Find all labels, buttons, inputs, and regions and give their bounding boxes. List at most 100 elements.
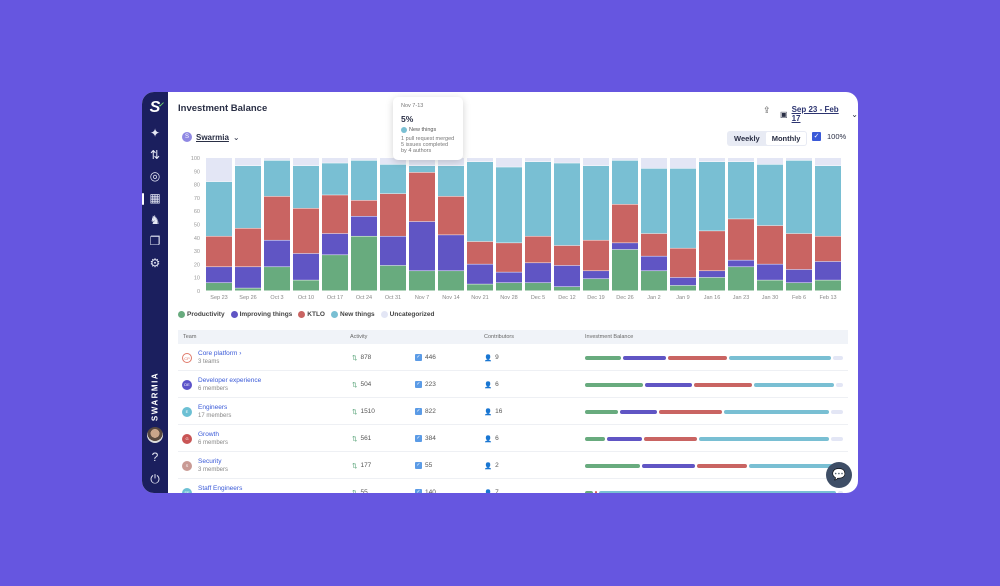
header-investment-balance: Investment Balance — [585, 334, 634, 340]
team-name-link[interactable]: Core platform › — [198, 350, 241, 357]
legend-label: New things — [340, 311, 375, 318]
bar-segment-new-things — [815, 165, 841, 236]
balance-segment — [585, 383, 643, 387]
investment-icon[interactable]: ▦ — [149, 191, 161, 205]
x-tick-label: Jan 16 — [704, 295, 721, 301]
table-row[interactable]: E Engineers 17 members ⇅ 1510 ✓ 822 👤 16 — [178, 398, 848, 425]
bar-segment-productivity — [409, 271, 435, 291]
bar-segment-ktlo — [699, 231, 725, 271]
bar-segment-improving-things — [525, 263, 551, 283]
bar-segment-productivity — [583, 279, 609, 291]
balance-segment — [753, 383, 834, 387]
legend-item[interactable]: Productivity — [178, 311, 225, 318]
checkbox-checked[interactable]: ✓ — [812, 132, 821, 141]
x-tick-label: Oct 31 — [385, 295, 401, 301]
investment-chart: 0 10 20 30 40 50 60 70 80 90 100 Sep 23 Sep 26 Oct 3 O… — [191, 156, 841, 301]
table-row[interactable]: G Growth 6 members ⇅ 561 ✓ 384 👤 6 — [178, 425, 848, 452]
weekly-button[interactable]: Weekly — [728, 132, 766, 145]
balance-segment — [668, 356, 727, 360]
y-tick-label: 90 — [194, 169, 200, 175]
team-avatar: E — [182, 407, 192, 417]
bar-segment-ktlo — [322, 195, 348, 234]
contributors: 👤 6 — [484, 435, 499, 443]
legend-swatch — [331, 311, 338, 318]
issue-count: 446 — [425, 354, 436, 361]
bar-segment-productivity — [728, 267, 754, 291]
team-avatar: CP — [182, 353, 192, 363]
insights-icon[interactable]: ✦ — [149, 126, 161, 140]
date-range-label: Sep 23 - Feb 17 — [791, 105, 839, 123]
issues: ✓ 223 — [415, 381, 436, 388]
contributor-count: 6 — [495, 381, 499, 388]
bar-segment-new-things — [554, 163, 580, 246]
x-tick-label: Sep 23 — [210, 295, 227, 301]
legend-item[interactable]: New things — [331, 311, 375, 318]
chat-icon: 💬 — [832, 469, 846, 481]
gear-icon[interactable]: ⚙ — [149, 256, 161, 270]
y-tick-label: 0 — [197, 289, 200, 295]
logout-icon[interactable]: ⏻ — [150, 472, 160, 486]
chat-button[interactable]: 💬 — [826, 462, 852, 488]
team-name-link[interactable]: Security — [198, 458, 221, 465]
issue-checkbox-icon: ✓ — [415, 408, 422, 415]
table-row[interactable]: CP Core platform › 3 teams ⇅ 878 ✓ 446 👤 9 — [178, 344, 848, 371]
balance-segment — [830, 410, 843, 414]
swarmia-logo[interactable]: S ✓ — [149, 99, 164, 116]
legend-item[interactable]: Uncategorized — [380, 311, 434, 318]
x-tick-label: Dec 19 — [587, 295, 604, 301]
monthly-button[interactable]: Monthly — [765, 132, 807, 145]
bar-segment-uncategorized — [380, 158, 406, 165]
pull-request-icon: ⇅ — [352, 463, 358, 470]
x-tick-label: Jan 9 — [676, 295, 689, 301]
y-tick-label: 30 — [194, 249, 200, 255]
table-row[interactable]: S Security 3 members ⇅ 177 ✓ 55 👤 2 — [178, 452, 848, 479]
legend-item[interactable]: KTLO — [298, 311, 325, 318]
pull-request-icon[interactable]: ⇅ — [149, 148, 161, 162]
bar-segment-new-things — [409, 165, 435, 173]
balance-segment — [599, 491, 836, 493]
bar-segment-uncategorized — [728, 158, 754, 162]
team-selector[interactable]: S Swarmia ⌄ — [182, 132, 240, 142]
date-range-picker[interactable]: ▣ Sep 23 - Feb 17 ⌄ — [780, 105, 858, 123]
team-name-link[interactable]: Growth — [198, 431, 219, 438]
target-icon[interactable]: ◎ — [149, 169, 161, 183]
bar-segment-productivity — [496, 283, 522, 291]
team-name-link[interactable]: Developer experience — [198, 377, 261, 384]
tooltip-line: 1 pull request merged — [401, 136, 455, 142]
pull-requests: ⇅ 878 — [352, 354, 371, 362]
contributors: 👤7 — [484, 489, 499, 493]
issues: ✓ 384 — [415, 435, 436, 442]
x-tick-label: Jan 2 — [647, 295, 660, 301]
legend-swatch — [178, 311, 185, 318]
issues: ✓ 140 — [415, 489, 436, 493]
bar-segment-productivity — [670, 285, 696, 291]
legend-item[interactable]: Improving things — [230, 311, 292, 318]
pull-request-icon: ⇅ — [352, 355, 358, 362]
bar-segment-improving-things — [612, 243, 638, 250]
table-row[interactable]: DE Developer experience 6 members ⇅ 504 ✓… — [178, 371, 848, 398]
bar-segment-productivity — [322, 255, 348, 291]
x-tick-label: Dec 26 — [616, 295, 633, 301]
avatar[interactable] — [147, 427, 163, 443]
chevron-down-icon: ⌄ — [851, 109, 858, 119]
table-row[interactable]: SE Staff Engineers ⇅55 ✓140 👤7 — [178, 479, 848, 493]
bar-segment-uncategorized — [409, 158, 435, 166]
team-subtitle: 3 teams — [198, 359, 220, 365]
x-tick-label: Sep 26 — [239, 295, 256, 301]
team-name: Growth — [198, 431, 219, 438]
team-name: Engineers — [198, 404, 228, 411]
percent-toggle[interactable]: ✓ 100% — [812, 132, 846, 141]
team-name-link[interactable]: Staff Engineers — [198, 485, 242, 492]
balance-segment — [594, 491, 598, 493]
chess-knight-icon[interactable]: ♞ — [149, 213, 161, 227]
team-name-link[interactable]: Engineers — [198, 404, 227, 411]
bar-segment-new-things — [670, 168, 696, 248]
cards-icon[interactable]: ❐ — [149, 234, 161, 248]
help-icon[interactable]: ? — [151, 450, 159, 464]
brand-text: SWARMIA — [150, 371, 160, 422]
chart-legend: Productivity Improving things KTLO New thin… — [178, 311, 434, 318]
pull-request-icon: ⇅ — [352, 489, 357, 493]
share-icon[interactable]: ⇪ — [763, 105, 771, 115]
table-header: Team Activity Contributors Investment Ba… — [178, 330, 848, 344]
issues: ✓ 446 — [415, 354, 436, 361]
